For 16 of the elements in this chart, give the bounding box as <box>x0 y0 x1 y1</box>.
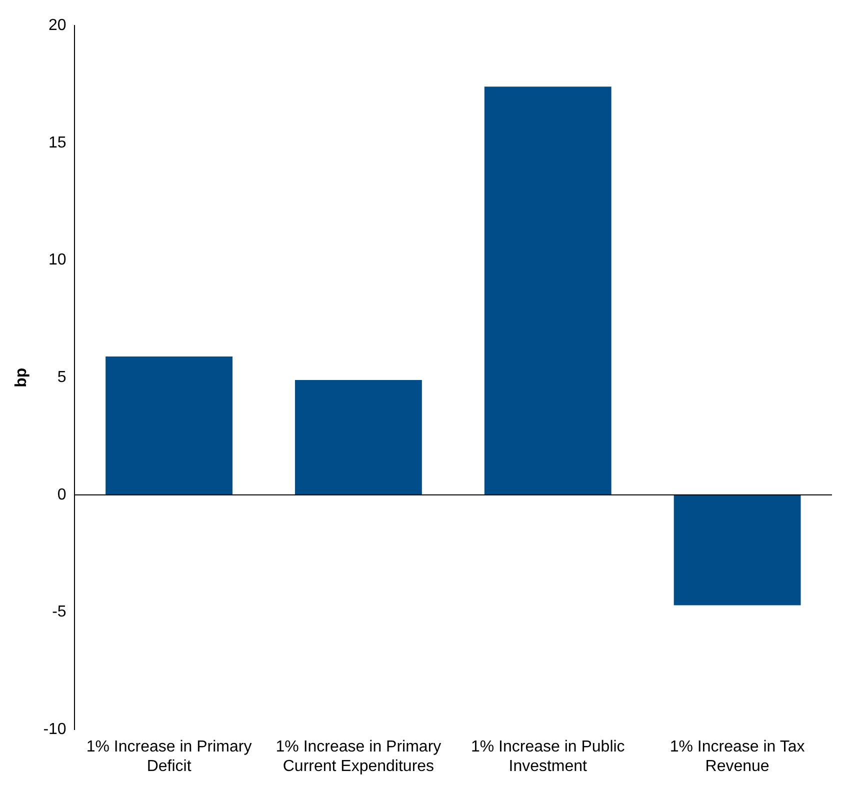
y-axis-title: bp <box>13 368 30 388</box>
y-tick-label: 20 <box>48 17 66 34</box>
x-tick-label: 1% Increase in Primary Current Expenditures <box>276 738 442 775</box>
y-tick-label: -5 <box>52 604 66 621</box>
x-tick-label: 1% Increase in Tax Revenue <box>670 738 805 775</box>
y-tick-label: 0 <box>57 486 66 504</box>
x-tick-label: 1% Increase in Public Investment <box>470 738 625 775</box>
bar <box>674 494 801 606</box>
x-tick-label: 1% Increase in Primary Deficit <box>86 738 252 775</box>
y-tick-label: 15 <box>48 134 66 152</box>
bar <box>484 86 612 495</box>
y-tick-label: 5 <box>57 369 66 386</box>
bar <box>106 356 232 495</box>
y-tick-label: 10 <box>48 252 66 269</box>
y-tick-label: -10 <box>43 721 66 738</box>
bar <box>295 380 422 495</box>
